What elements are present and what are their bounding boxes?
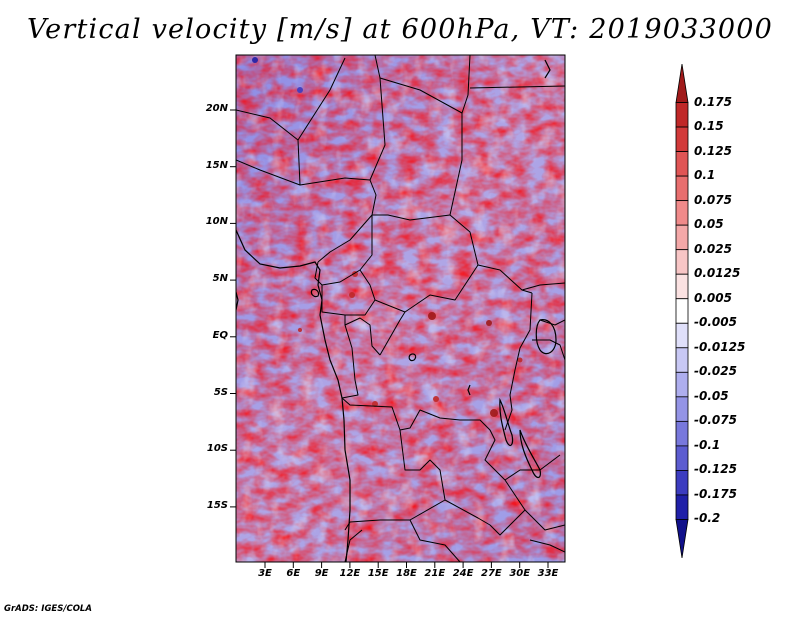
colorbar-segment [675,175,689,202]
colorbar-segment [675,200,689,226]
map-field [236,55,565,562]
colorbar-segment [675,151,689,177]
colorbar-segment [675,298,689,324]
colorbar-label: 0.05 [694,217,724,232]
lon-label: 9E [314,568,329,579]
map-frame [235,54,566,563]
colorbar-segment [675,396,689,422]
lat-label: 15N [205,159,228,171]
colorbar-label: -0.005 [694,315,737,330]
colorbar-segment [675,519,689,559]
credit-text: GrADS: IGES/COLA [4,604,92,614]
lon-label: 18E [396,568,417,579]
lon-label: 27E [481,568,502,579]
colorbar-segment [675,249,689,275]
colorbar-label: -0.075 [694,413,737,428]
colorbar-segment [675,224,689,251]
colorbar-segment [675,347,689,373]
coastlines [236,59,557,562]
lat-ticks [230,109,236,508]
lat-label: 20N [205,103,228,114]
lon-label: 6E [286,568,301,579]
colorbar-label: 0.025 [694,241,732,256]
updraft-cells [252,57,523,417]
colorbar-segment [675,273,689,300]
lon-label: 3E [258,568,272,579]
colorbar-segment [675,420,689,447]
lon-label: 21E [424,568,446,579]
lon-label: 33E [537,568,559,579]
colorbar-segment [675,445,689,471]
colorbar-label: 0.0125 [694,266,741,281]
colorbar-segment [675,126,689,152]
colorbar-segment [675,322,689,349]
colorbar-segment [675,371,689,398]
colorbar-label: -0.125 [694,462,737,477]
lat-label: 10N [205,216,228,228]
colorbar-segment [675,494,689,520]
lat-label: 5S [213,386,228,398]
colorbar [675,63,689,559]
lon-ticks [264,562,549,568]
colorbar-label: 0.125 [694,143,732,158]
colorbar-label: 0.075 [694,192,732,207]
colorbar-segment [675,470,689,496]
colorbar-segment [675,63,689,103]
colorbar-label: 0.175 [694,94,732,109]
lat-label: 15S [206,499,228,511]
colorbar-label: -0.2 [694,511,721,526]
lon-label: 15E [367,568,389,579]
map-title: Vertical velocity [m/s] at 600hPa, VT: 2… [26,14,774,45]
colorbar-label: -0.025 [694,364,737,379]
colorbar-label: -0.1 [694,437,721,452]
colorbar-label: -0.0125 [694,339,746,354]
colorbar-label: -0.175 [694,486,737,501]
lat-label: 10S [206,443,228,455]
lon-label: 30E [509,568,531,579]
colorbar-label: 0.15 [694,119,724,134]
lat-label: EQ [212,329,228,341]
colorbar-label: 0.005 [694,290,732,305]
lat-label: 5N [212,273,228,285]
lon-label: 24E [452,568,474,579]
colorbar-segment [675,102,689,128]
lon-label: 12E [339,568,361,579]
country-borders [236,55,565,562]
colorbar-label: 0.1 [694,168,716,183]
colorbar-label: -0.05 [694,388,729,403]
